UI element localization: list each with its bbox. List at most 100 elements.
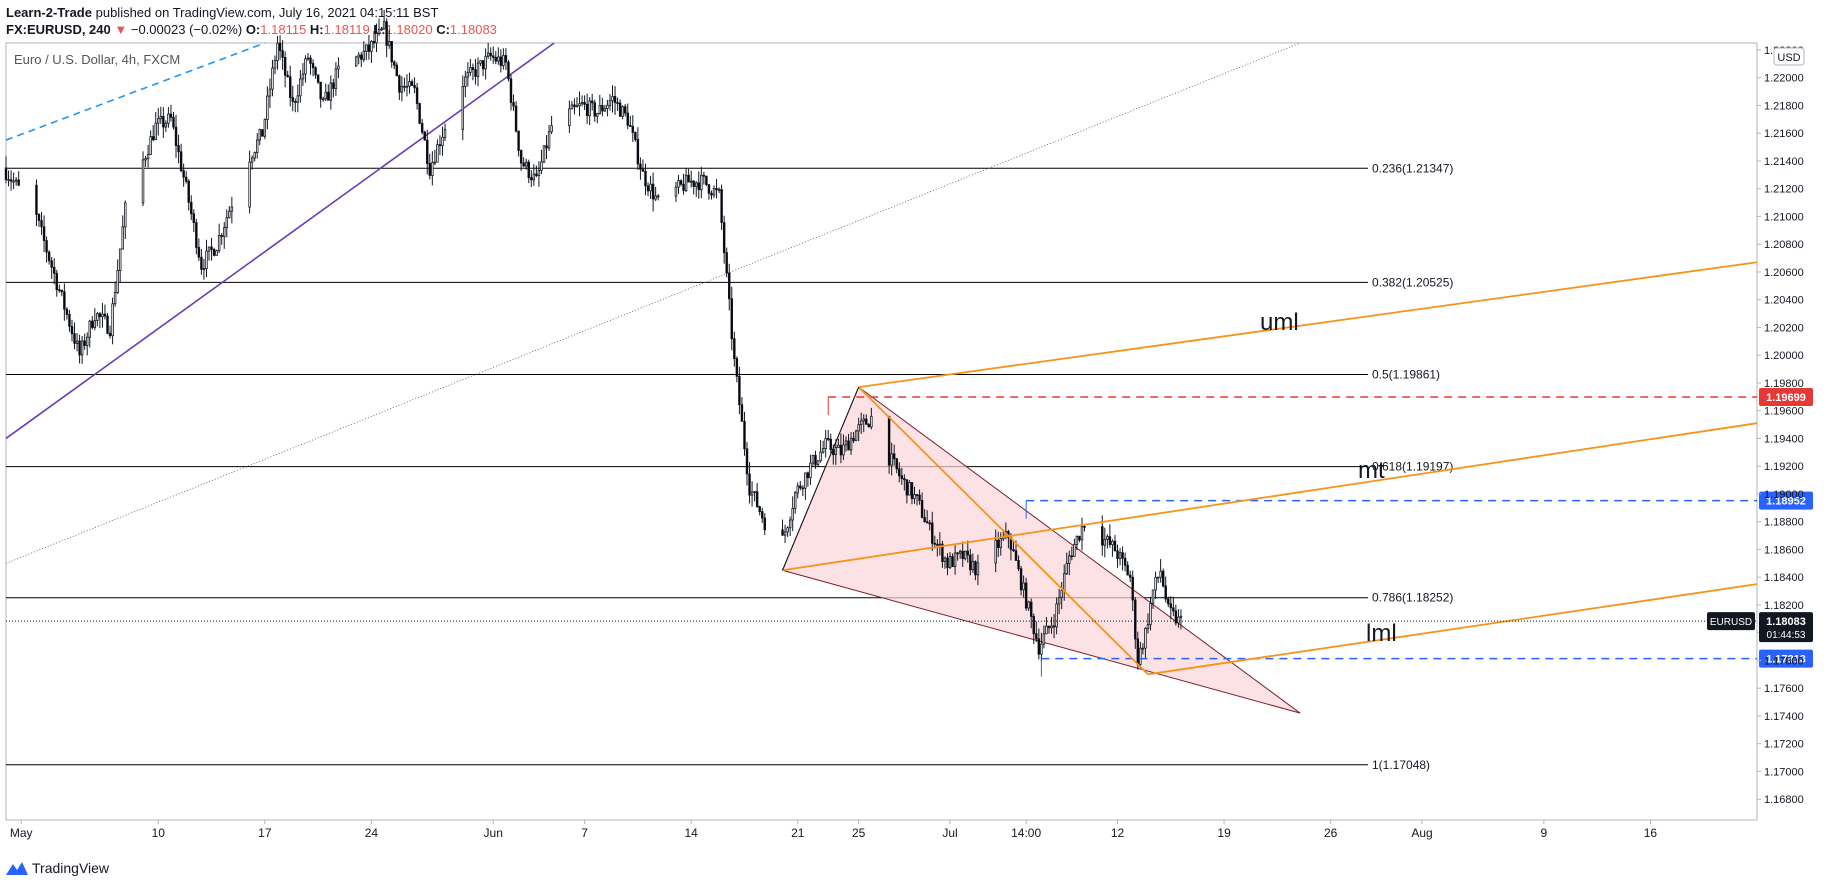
candle-body-289 xyxy=(859,420,863,426)
candle-body-353 xyxy=(1052,625,1056,628)
x-tick-label-3: 24 xyxy=(365,826,379,840)
candle-body-170 xyxy=(512,102,515,107)
candle-body-195 xyxy=(590,100,594,104)
candle-body-139 xyxy=(418,103,421,124)
candle-body-304 xyxy=(913,494,916,500)
candle-body-94 xyxy=(288,76,292,99)
y-tick-label-15: 1.19200 xyxy=(1764,461,1804,473)
y-tick-label-18: 1.18600 xyxy=(1764,544,1804,556)
candle-body-245 xyxy=(733,338,736,359)
y-tick-label-26: 1.17000 xyxy=(1764,766,1804,778)
candle-body-60 xyxy=(187,180,190,203)
candle-body-208 xyxy=(623,106,627,114)
candle-body-67 xyxy=(205,250,208,270)
published-text: published on TradingView.com, July 16, 2… xyxy=(95,5,439,20)
candle-body-273 xyxy=(819,451,822,462)
candle-body-104 xyxy=(314,67,317,76)
candle-body-68 xyxy=(207,246,211,252)
candle-body-10 xyxy=(45,240,48,253)
candle-body-394 xyxy=(1172,607,1175,612)
candle-body-280 xyxy=(837,444,840,449)
y-tick-label-22: 1.17800 xyxy=(1764,655,1804,667)
candle-body-220 xyxy=(654,195,657,200)
candle-body-261 xyxy=(788,519,792,529)
candle-body-65 xyxy=(200,256,203,270)
candle-body-199 xyxy=(601,104,604,112)
candle-body-193 xyxy=(585,104,589,117)
candle-body-103 xyxy=(311,63,315,69)
publish-line: Learn-2-Trade published on TradingView.c… xyxy=(6,4,497,21)
candle-body-87 xyxy=(271,67,274,90)
candle-body-110 xyxy=(329,82,333,101)
candle-body-114 xyxy=(354,56,358,67)
tradingview-brand[interactable]: TradingView xyxy=(32,860,110,876)
candle-body-79 xyxy=(250,157,254,163)
candle-body-340 xyxy=(1019,568,1023,591)
candle-body-134 xyxy=(405,85,409,88)
y-tick-label-8: 1.20600 xyxy=(1764,267,1804,279)
x-tick-label-12: 19 xyxy=(1217,826,1231,840)
candle-body-310 xyxy=(928,522,931,525)
candle-body-326 xyxy=(969,554,972,571)
candle-body-385 xyxy=(1149,602,1152,626)
candle-body-205 xyxy=(616,102,619,104)
candle-body-299 xyxy=(900,475,904,479)
candle-body-300 xyxy=(903,478,906,481)
candle-body-210 xyxy=(629,124,632,127)
candle-body-225 xyxy=(682,183,685,191)
current-price-marker: EURUSD 1.18083 01:44:53 xyxy=(6,612,1813,643)
candle-body-32 xyxy=(101,313,104,318)
candle-body-118 xyxy=(365,44,368,52)
candle-body-160 xyxy=(486,52,490,57)
candle-body-172 xyxy=(517,130,520,151)
candle-body-190 xyxy=(578,103,581,107)
y-tick-label-17: 1.18800 xyxy=(1764,517,1804,529)
fib-label-2: 0.5(1.19861) xyxy=(1372,367,1440,381)
time-axis[interactable]: May 10 17 24 Jun 7 14 21 25 Jul 14:00 12 19 26 Aug 9 16 xyxy=(10,820,1658,840)
candle-body-396 xyxy=(1177,616,1180,624)
chart-header: Learn-2-Trade published on TradingView.c… xyxy=(6,4,497,38)
candle-body-319 xyxy=(951,556,954,567)
candle-body-241 xyxy=(722,222,726,254)
candle-body-197 xyxy=(596,113,599,117)
pitchfork-handle-line xyxy=(858,386,1149,675)
candle-body-393 xyxy=(1169,603,1173,609)
candle-body-91 xyxy=(281,50,284,58)
candle-body-229 xyxy=(692,180,695,187)
candle-body-16 xyxy=(60,289,64,293)
candle-body-320 xyxy=(953,552,957,567)
candle-body-47 xyxy=(154,122,157,141)
candle-body-318 xyxy=(948,556,952,569)
candle-body-230 xyxy=(695,182,698,187)
y-tick-label-13: 1.19600 xyxy=(1764,406,1804,418)
candle-body-262 xyxy=(791,508,794,521)
candle-body-295 xyxy=(890,453,893,466)
candle-body-356 xyxy=(1060,590,1063,598)
candle-body-240 xyxy=(720,189,723,223)
candle-body-263 xyxy=(793,492,797,509)
candle-body-163 xyxy=(494,56,497,62)
ohlc-line: FX:EURUSD, 240 ▼ −0.00023 (−0.02%) O:1.1… xyxy=(6,21,497,38)
candle-body-288 xyxy=(857,424,860,432)
horizontal-levels: 1.19699 1.18952 1.17813 xyxy=(827,387,1813,677)
candle-body-271 xyxy=(814,454,817,466)
candle-body-72 xyxy=(217,235,221,252)
candle-body-173 xyxy=(519,150,523,164)
candle-body-64 xyxy=(197,247,201,258)
y-tick-label-24: 1.17400 xyxy=(1764,711,1804,723)
candle-body-251 xyxy=(748,473,751,496)
candle-body-136 xyxy=(410,81,414,86)
price-axis[interactable]: 1.222001.220001.218001.216001.214001.212… xyxy=(1757,45,1804,806)
candle-body-125 xyxy=(382,21,386,30)
fib-label-0: 0.236(1.21347) xyxy=(1372,161,1453,175)
candle-body-284 xyxy=(847,440,850,451)
candle-body-294 xyxy=(887,415,891,466)
y-tick-label-27: 1.16800 xyxy=(1764,794,1804,806)
candle-body-69 xyxy=(210,246,213,250)
candle-body-236 xyxy=(710,192,713,196)
candle-body-231 xyxy=(697,182,701,191)
publisher-name[interactable]: Learn-2-Trade xyxy=(6,5,92,20)
candle-body-39 xyxy=(118,248,122,271)
candle-body-212 xyxy=(634,132,637,140)
